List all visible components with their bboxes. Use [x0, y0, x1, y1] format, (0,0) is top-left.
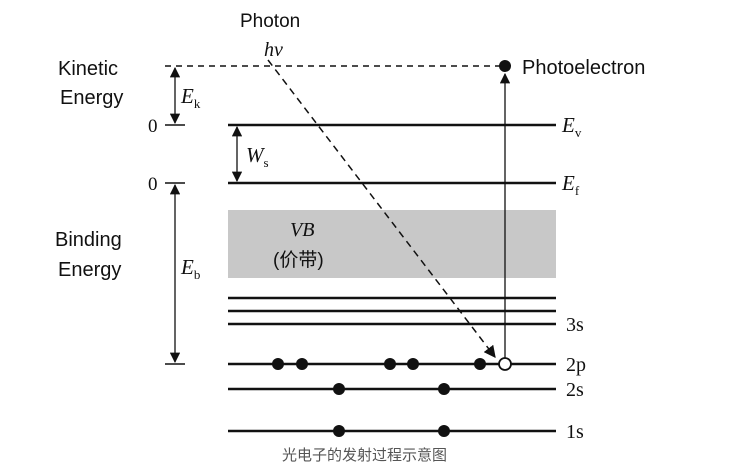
photon-label: Photon: [240, 11, 300, 32]
electron-1s-1: [333, 425, 345, 437]
electron-2p-2: [296, 358, 308, 370]
kinetic-energy-label-line1: Kinetic: [58, 58, 118, 80]
binding-energy-label-line2: Energy: [58, 259, 121, 281]
photoelectron-dot: [499, 60, 511, 72]
vb-label: VB: [290, 219, 314, 241]
electron-2p-4: [407, 358, 419, 370]
ws-label: Ws: [246, 143, 269, 170]
electron-2p-5: [474, 358, 486, 370]
electron-2p-3: [384, 358, 396, 370]
eb-label: Eb: [180, 255, 200, 282]
level-2p-label: 2p: [566, 354, 586, 376]
hole-2p: [498, 357, 512, 371]
zero-vacuum-label: 0: [148, 116, 158, 137]
ef-label: Ef: [561, 171, 580, 198]
photoelectron-label: Photoelectron: [522, 57, 645, 79]
electron-2s-2: [438, 383, 450, 395]
binding-energy-label-line1: Binding: [55, 229, 122, 251]
photon-dashed-arrow: [267, 59, 496, 358]
kinetic-energy-label-line2: Energy: [60, 87, 123, 109]
electron-2p-1: [272, 358, 284, 370]
ev-label: Ev: [561, 113, 582, 140]
level-1s-label: 1s: [566, 421, 584, 443]
figure-caption: 光电子的发射过程示意图: [281, 446, 447, 464]
zero-fermi-label: 0: [148, 174, 158, 195]
electron-1s-2: [438, 425, 450, 437]
ek-label: Ek: [180, 84, 201, 111]
electron-2s-1: [333, 383, 345, 395]
vb-cn-label: (价带): [273, 249, 324, 271]
photon-energy-label: hv: [264, 39, 283, 61]
level-3s-label: 3s: [566, 314, 584, 336]
level-2s-label: 2s: [566, 379, 584, 401]
valence-band: [228, 210, 556, 278]
